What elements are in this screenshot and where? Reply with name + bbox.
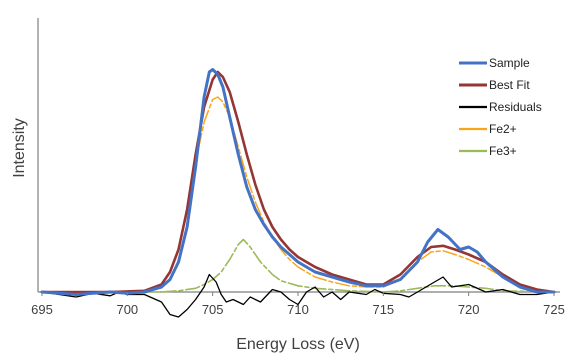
x-tick-label: 715	[372, 302, 394, 317]
x-tick-label: 710	[287, 302, 309, 317]
x-tick-label: 700	[116, 302, 138, 317]
legend-label-fe2: Fe2+	[489, 122, 517, 136]
axes	[37, 18, 560, 293]
series-layer	[40, 68, 556, 318]
series-line-residuals	[41, 273, 555, 318]
y-axis-label: Intensity	[11, 118, 28, 178]
x-axis-label: Energy Loss (eV)	[236, 336, 360, 353]
x-tick-label: 725	[543, 302, 565, 317]
series-line-fe3	[41, 238, 555, 293]
series-line-best-fit	[40, 70, 556, 294]
x-tick-label: 705	[202, 302, 224, 317]
legend: Sample Best Fit Residuals Fe2+ Fe3+	[459, 56, 542, 158]
x-tick-label: 695	[31, 302, 53, 317]
x-tick-labels: 695 700 705 710 715 720 725	[31, 292, 565, 317]
x-tick-label: 720	[458, 302, 480, 317]
series-line-sample	[40, 68, 556, 296]
legend-label-best-fit: Best Fit	[489, 78, 530, 92]
legend-label-residuals: Residuals	[489, 100, 542, 114]
legend-label-sample: Sample	[489, 56, 530, 70]
legend-label-fe3: Fe3+	[489, 144, 517, 158]
